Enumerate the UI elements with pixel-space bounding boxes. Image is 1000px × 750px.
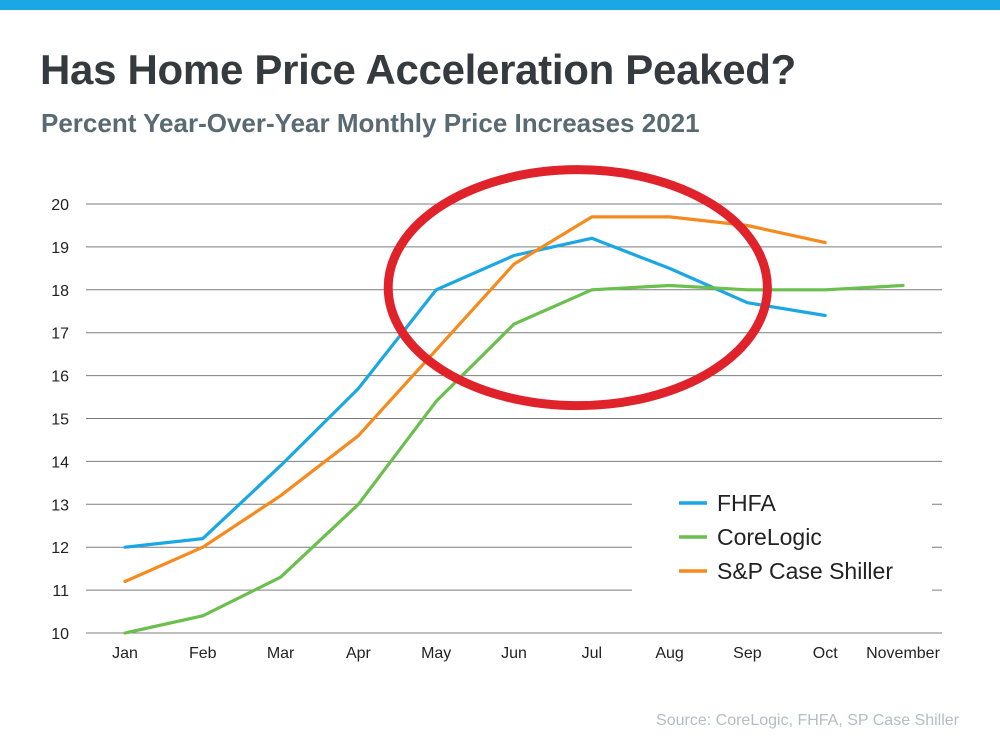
y-tick-label: 20 [51,197,69,214]
x-tick-label: Mar [267,645,295,662]
page-title: Has Home Price Acceleration Peaked? [40,46,796,93]
y-tick-label: 16 [51,369,69,386]
x-tick-label: May [421,645,451,662]
y-tick-label: 13 [51,497,69,514]
legend-background [632,487,932,599]
y-axis: 10 11 12 13 14 15 16 17 18 19 20 [51,197,69,643]
x-axis: Jan Feb Mar Apr May Jun Jul Aug Sep Oct November [112,645,940,662]
series-lines [123,215,905,635]
y-tick-label: 10 [51,626,69,643]
series-line-fhfa [123,236,827,549]
y-tick-label: 18 [51,283,69,300]
x-tick-label: Oct [813,645,838,662]
y-tick-label: 17 [51,326,69,343]
top-accent-bar [0,0,1000,10]
highlight-annotation [383,165,772,411]
series-line-corelogic [123,283,905,635]
source-note: Source: CoreLogic, FHFA, SP Case Shiller [656,712,959,729]
x-tick-label: Jan [112,645,138,662]
legend-label: CoreLogic [717,524,822,550]
x-tick-label: Jul [582,645,602,662]
y-tick-label: 15 [51,412,69,429]
y-tick-label: 14 [51,454,69,471]
highlight-circle [383,165,772,411]
legend-label: S&P Case Shiller [717,558,893,584]
x-tick-label: Feb [189,645,217,662]
chart-legend: FHFA CoreLogic S&P Case Shiller [632,487,932,599]
y-tick-label: 12 [51,540,69,557]
x-tick-label: November [866,645,940,662]
legend-label: FHFA [717,490,776,516]
y-tick-label: 11 [52,583,69,600]
series-line-s-p-case-shiller [123,215,827,584]
x-tick-label: Sep [733,645,762,662]
x-tick-label: Aug [655,645,683,662]
y-tick-label: 19 [51,240,69,257]
x-tick-label: Apr [346,645,372,662]
chart-subtitle: Percent Year-Over-Year Monthly Price Inc… [41,108,700,138]
x-tick-label: Jun [501,645,527,662]
